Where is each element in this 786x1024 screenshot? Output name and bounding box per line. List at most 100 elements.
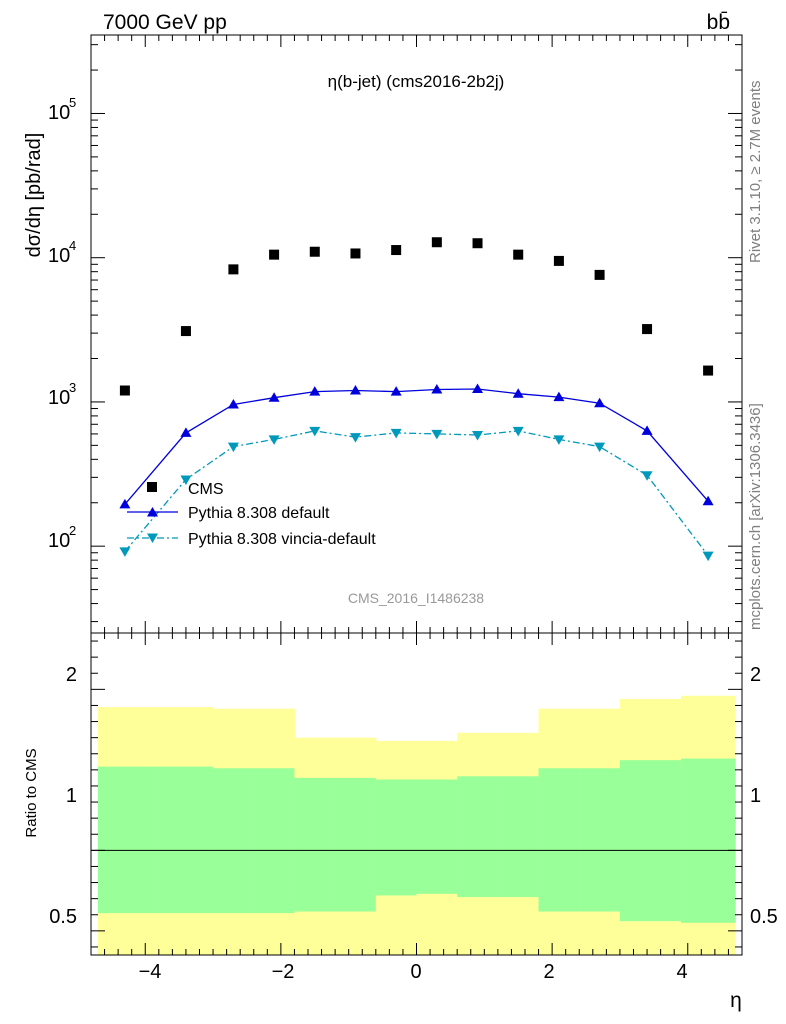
point-pythia-default — [472, 383, 484, 393]
point-pythia-default — [702, 495, 714, 506]
legend-vincia-marker — [147, 533, 158, 543]
ratio-band-inner-bin — [416, 779, 458, 894]
ratio-band-inner-bin — [253, 768, 295, 914]
legend-cms-marker — [147, 482, 157, 492]
point-pythia-vincia — [512, 426, 524, 437]
main-data-layer — [119, 237, 714, 562]
point-pythia-default — [309, 386, 321, 396]
xtick-label-2: 2 — [543, 961, 554, 983]
point-pythia-default — [227, 398, 239, 409]
point-pythia-default — [390, 386, 402, 396]
point-pythia-vincia — [119, 547, 131, 557]
point-cms — [594, 269, 605, 280]
point-pythia-vincia — [268, 435, 280, 445]
ratio-ytick-right-2: 2 — [750, 664, 761, 686]
ratio-band-inner-bin — [680, 758, 736, 923]
point-pythia-vincia — [641, 471, 653, 481]
ratio-band-inner-bin — [619, 760, 682, 922]
xtick-label-m2: −2 — [272, 961, 295, 983]
legend-vincia-label: Pythia 8.308 vincia-default — [188, 531, 376, 548]
ratio-band-inner-bin — [294, 777, 336, 912]
ytick-exponent: 3 — [69, 380, 76, 395]
point-pythia-vincia — [472, 430, 484, 441]
point-pythia-default — [119, 498, 131, 509]
legend-entry-cms: CMS — [147, 481, 224, 498]
ratio-ytick-left-2: 2 — [66, 664, 77, 686]
point-pythia-vincia — [180, 475, 192, 485]
main-ytick-label-1e4: 10 4 — [48, 238, 76, 267]
point-pythia-vincia — [390, 428, 402, 439]
point-cms — [472, 238, 483, 249]
legend-entry-pythia-default: Pythia 8.308 default — [127, 505, 330, 522]
point-pythia-vincia — [309, 426, 321, 437]
ratio-ytick-left-1: 1 — [66, 785, 77, 807]
main-panel: η(b-jet) (cms2016-2b2j) CMS_2016_I148623… — [23, 34, 743, 634]
main-ytick-label-1e3: 10 3 — [48, 380, 76, 409]
point-pythia-default — [431, 383, 443, 394]
point-cms — [350, 248, 361, 259]
point-cms — [180, 326, 191, 337]
main-ylabel: dσ/dη [pb/rad] — [23, 133, 45, 258]
ratio-panel: Ratio to CMS 0.5 1 2 0.5 1 2 −4 −2 0 2 4… — [23, 632, 778, 1012]
ratio-xlabel: η — [730, 989, 742, 1012]
ratio-band-inner-bin — [538, 768, 580, 912]
point-pythia-default — [349, 385, 361, 395]
point-pythia-default — [512, 388, 524, 398]
ytick-exponent: 5 — [69, 95, 76, 110]
ytick-exponent: 2 — [69, 523, 76, 538]
point-pythia-default — [268, 392, 280, 402]
point-pythia-vincia — [431, 429, 443, 440]
legend-default-marker — [147, 507, 158, 517]
ratio-band-inner-bin — [579, 768, 621, 912]
point-pythia-default — [180, 427, 192, 437]
ratio-band-inner-bin — [457, 776, 499, 898]
ratio-band-inner-bin — [152, 766, 214, 914]
point-cms — [119, 385, 130, 396]
ratio-data-layer — [91, 695, 742, 955]
point-pythia-vincia — [702, 551, 714, 562]
mcplots-label: mcplots.cern.ch [arXiv:1306.3436] — [747, 403, 764, 630]
point-pythia-vincia — [227, 442, 239, 453]
legend-entry-pythia-vincia: Pythia 8.308 vincia-default — [127, 531, 376, 548]
ratio-band-inner-bin — [97, 766, 153, 914]
rivet-label: Rivet 3.1.10, ≥ 2.7M events — [747, 81, 764, 264]
ytick-exponent: 4 — [69, 238, 76, 253]
point-pythia-vincia — [553, 435, 565, 445]
series-line-pythia-vincia — [124, 430, 709, 556]
point-cms — [309, 246, 320, 257]
main-ytick-label-1e5: 10 5 — [48, 95, 76, 124]
xtick-label-0: 0 — [410, 961, 421, 983]
ratio-band-inner-bin — [213, 768, 255, 914]
xtick-label-4: 4 — [676, 961, 687, 983]
point-cms — [553, 255, 564, 266]
ratio-ytick-right-0p5: 0.5 — [750, 906, 778, 928]
ytick-base: 10 — [48, 530, 70, 552]
point-cms — [431, 237, 442, 248]
analysis-id: CMS_2016_I1486238 — [348, 590, 484, 606]
point-cms — [513, 249, 524, 260]
legend: CMS Pythia 8.308 default Pythia 8.308 vi… — [127, 481, 376, 548]
main-ticks — [90, 35, 743, 633]
point-cms — [391, 245, 402, 256]
ratio-ytick-left-0p5: 0.5 — [49, 906, 77, 928]
plot-title: η(b-jet) (cms2016-2b2j) — [328, 72, 505, 91]
point-pythia-vincia — [349, 433, 361, 443]
ytick-base: 10 — [48, 245, 70, 267]
ratio-band-inner-bin — [375, 779, 417, 896]
point-cms — [703, 365, 714, 376]
ratio-ytick-right-1: 1 — [750, 785, 761, 807]
ytick-base: 10 — [48, 102, 70, 124]
point-cms — [642, 324, 653, 335]
xtick-label-m4: −4 — [139, 961, 162, 983]
process-label: bb̄ — [707, 11, 730, 34]
ratio-band-inner-bin — [497, 776, 540, 898]
legend-cms-label: CMS — [188, 481, 224, 498]
main-ytick-label-1e2: 10 2 — [48, 523, 76, 552]
series-line-pythia-default — [124, 388, 709, 505]
ratio-ylabel: Ratio to CMS — [23, 748, 40, 837]
point-pythia-default — [594, 397, 606, 408]
ytick-base: 10 — [48, 387, 70, 409]
point-cms — [228, 264, 239, 275]
ratio-ticks — [90, 633, 743, 955]
